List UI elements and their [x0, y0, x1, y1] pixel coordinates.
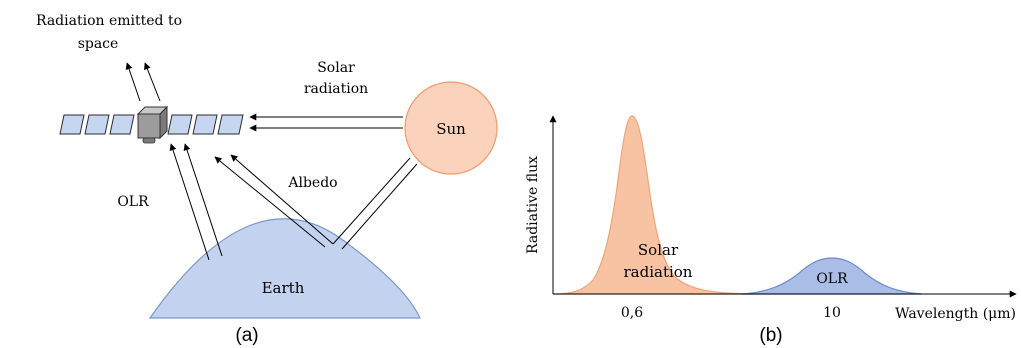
albedo-arrow-1: [214, 156, 326, 248]
tick-label-solar: 0,6: [621, 305, 643, 321]
panel-b-caption: (b): [759, 325, 782, 346]
sun-to-earth-line-1: [332, 157, 411, 245]
satellite-lens: [142, 137, 156, 144]
space-label-line2: space: [78, 36, 119, 52]
space-label-line1: Radiation emitted to: [36, 13, 182, 29]
sun-shape: [404, 81, 498, 175]
satellite-panels: [59, 114, 244, 135]
olr-curve-label: OLR: [816, 271, 848, 287]
solar-curve-label-line2: radiation: [624, 263, 693, 281]
olr-label-a: OLR: [117, 194, 149, 210]
sun-label: Sun: [436, 120, 466, 138]
space-arrow-left: [125, 62, 141, 102]
solar-label-line2: radiation: [304, 81, 368, 97]
panel-b: Radiative flux Wavelength (μm) 0,6 10 So…: [525, 115, 1017, 346]
panel-a: Earth Sun Radiation emitted to space: [36, 13, 498, 346]
solar-label-line1: Solar: [317, 60, 355, 76]
x-axis-label-text: Wavelength (μm): [895, 306, 1016, 322]
solar-spectrum-curve: [552, 115, 761, 295]
olr-arrow-1: [169, 143, 210, 261]
x-axis-label: Wavelength (μm): [895, 306, 1016, 322]
sun-to-earth-line-2: [341, 163, 418, 250]
tick-label-olr: 10: [823, 305, 841, 321]
space-arrow-right: [144, 62, 161, 102]
olr-arrow-2: [183, 143, 223, 257]
solar-curve-label-line1: Solar: [638, 241, 679, 259]
satellite: [59, 105, 244, 144]
albedo-arrow-2: [230, 154, 334, 245]
panel-a-caption: (a): [235, 325, 258, 346]
y-axis-label: Radiative flux: [525, 156, 541, 254]
earth-shape: [148, 218, 421, 319]
albedo-label: Albedo: [287, 175, 337, 191]
satellite-body-front: [137, 113, 161, 139]
olr-spectrum-curve: [741, 257, 923, 295]
earth-label: Earth: [262, 279, 305, 297]
